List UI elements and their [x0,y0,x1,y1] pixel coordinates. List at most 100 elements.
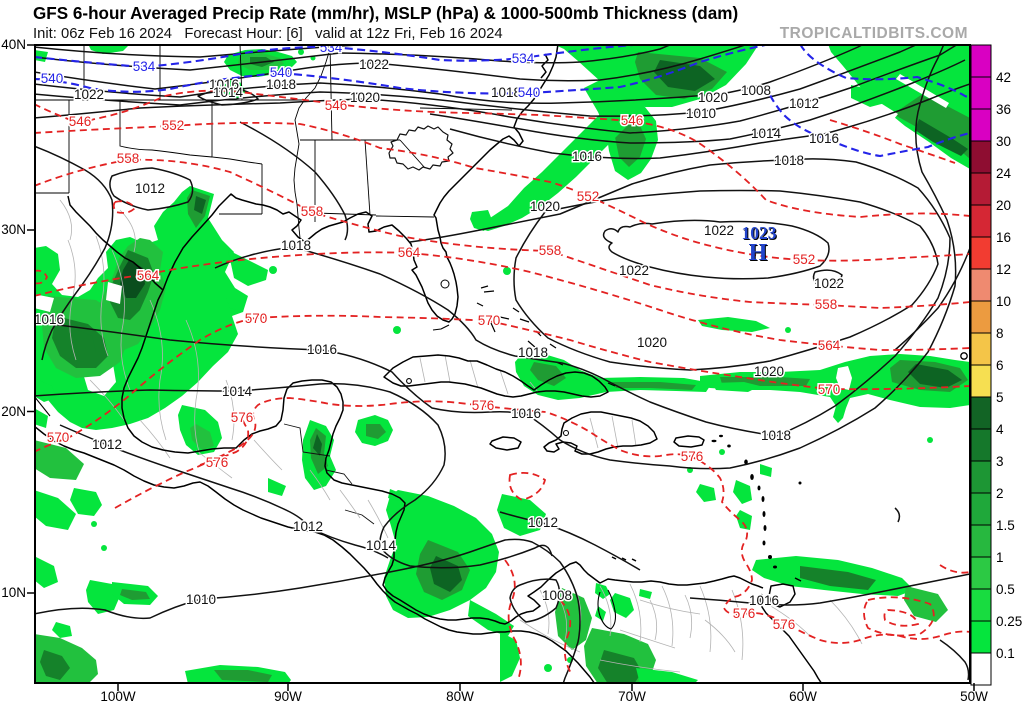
svg-text:70W: 70W [618,689,646,704]
svg-text:6: 6 [996,358,1004,373]
svg-text:570: 570 [47,430,70,445]
svg-text:1022: 1022 [704,223,734,238]
svg-text:30: 30 [996,134,1011,149]
svg-text:TROPICALTIDBITS.COM: TROPICALTIDBITS.COM [780,25,968,42]
svg-text:558: 558 [539,243,562,258]
svg-text:1018: 1018 [518,345,548,360]
svg-text:0.5: 0.5 [996,582,1015,597]
svg-text:42: 42 [996,70,1011,85]
svg-text:564: 564 [818,338,841,353]
svg-text:50W: 50W [960,689,988,704]
svg-text:1018: 1018 [266,77,296,92]
svg-text:552: 552 [162,118,185,133]
svg-text:16: 16 [996,230,1011,245]
svg-text:Init: 06z Feb 16 2024 Foreca: Init: 06z Feb 16 2024 Forecast Hour: [6]… [33,26,503,42]
svg-text:5: 5 [996,390,1004,405]
svg-text:576: 576 [472,398,495,413]
svg-text:1018: 1018 [491,85,521,100]
svg-text:H: H [749,240,768,266]
svg-text:30N: 30N [1,222,26,237]
svg-text:564: 564 [398,245,421,260]
svg-text:H: H [750,241,769,267]
svg-text:1008: 1008 [542,588,572,603]
svg-text:570: 570 [245,311,268,326]
svg-text:1.5: 1.5 [996,518,1015,533]
svg-text:1010: 1010 [186,592,216,607]
svg-text:36: 36 [996,102,1011,117]
svg-text:1023: 1023 [742,223,777,243]
svg-text:540: 540 [518,85,541,100]
svg-text:80W: 80W [446,689,474,704]
svg-text:1022: 1022 [74,87,104,102]
svg-text:20: 20 [996,198,1011,213]
svg-text:558: 558 [301,204,324,219]
svg-text:1022: 1022 [619,263,649,278]
svg-text:546: 546 [325,98,348,113]
svg-text:1018: 1018 [774,153,804,168]
svg-text:546: 546 [621,113,644,128]
svg-text:558: 558 [117,151,140,166]
svg-text:1016: 1016 [307,342,337,357]
svg-text:1020: 1020 [754,364,784,379]
svg-text:1014: 1014 [213,85,244,100]
svg-text:12: 12 [996,262,1011,277]
svg-text:1018: 1018 [761,428,791,443]
svg-text:4: 4 [996,422,1004,437]
svg-text:534: 534 [512,51,535,66]
svg-text:1012: 1012 [293,519,323,534]
svg-text:0.1: 0.1 [996,646,1015,661]
svg-text:1012: 1012 [528,515,558,530]
svg-text:546: 546 [69,114,92,129]
svg-text:1020: 1020 [350,90,380,105]
svg-text:1010: 1010 [686,106,716,121]
svg-text:24: 24 [996,166,1012,181]
svg-text:570: 570 [818,382,841,397]
svg-text:3: 3 [996,454,1004,469]
svg-text:1014: 1014 [222,384,253,399]
svg-text:2: 2 [996,486,1004,501]
svg-text:1012: 1012 [92,437,122,452]
svg-text:576: 576 [773,617,796,632]
svg-text:552: 552 [793,252,816,267]
svg-text:1: 1 [996,550,1004,565]
svg-text:1016: 1016 [511,406,541,421]
svg-text:1022: 1022 [814,276,844,291]
svg-text:10N: 10N [1,585,26,600]
svg-text:1012: 1012 [789,96,819,111]
svg-text:60W: 60W [789,689,817,704]
svg-text:564: 564 [137,268,160,283]
svg-text:576: 576 [681,449,704,464]
svg-text:1020: 1020 [637,335,667,350]
svg-text:1020: 1020 [698,90,728,105]
svg-text:GFS 6-hour Averaged Precip Rat: GFS 6-hour Averaged Precip Rate (mm/hr),… [33,4,738,23]
svg-text:1014: 1014 [751,126,782,141]
svg-text:576: 576 [231,410,254,425]
svg-text:540: 540 [41,71,64,86]
svg-text:10: 10 [996,294,1011,309]
svg-text:1014: 1014 [366,538,397,553]
svg-text:1022: 1022 [359,57,389,72]
svg-text:570: 570 [478,313,501,328]
svg-text:576: 576 [733,606,756,621]
svg-text:558: 558 [815,297,838,312]
svg-text:534: 534 [320,40,343,55]
svg-text:40N: 40N [1,37,26,52]
svg-text:1008: 1008 [741,83,771,98]
svg-text:20N: 20N [1,404,26,419]
svg-text:1016: 1016 [572,149,602,164]
svg-text:1023: 1023 [743,224,778,244]
svg-text:90W: 90W [274,689,302,704]
svg-text:1016: 1016 [749,593,779,608]
svg-text:1012: 1012 [135,181,165,196]
svg-text:534: 534 [133,59,156,74]
svg-text:1016: 1016 [34,312,64,327]
svg-text:576: 576 [206,455,229,470]
svg-text:1016: 1016 [809,131,839,146]
svg-text:540: 540 [270,65,293,80]
svg-text:1020: 1020 [530,199,560,214]
svg-text:8: 8 [996,326,1004,341]
svg-text:100W: 100W [100,689,136,704]
svg-text:1018: 1018 [281,238,311,253]
svg-text:0.25: 0.25 [996,614,1022,629]
svg-text:1016: 1016 [209,77,239,92]
